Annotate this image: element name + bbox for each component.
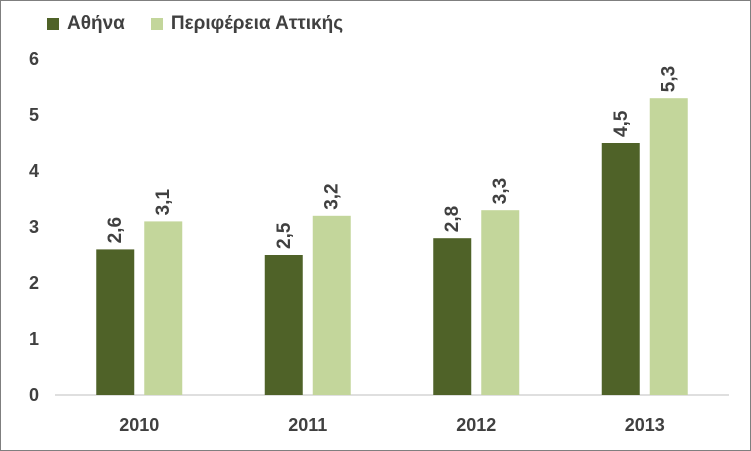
y-tick-label: 0	[29, 385, 39, 405]
data-label: 3,2	[322, 183, 343, 209]
bar-attica-2013	[649, 98, 688, 395]
x-category-label: 2010	[119, 415, 159, 435]
bar-attica-2012	[481, 210, 520, 395]
legend-swatch-athens	[47, 18, 59, 30]
x-category-label: 2013	[625, 415, 665, 435]
legend: Αθήνα Περιφέρεια Αττικής	[47, 13, 343, 35]
legend-label-athens: Αθήνα	[67, 13, 125, 34]
bar-attica-2011	[312, 215, 351, 395]
y-tick-label: 6	[29, 49, 39, 69]
y-tick-label: 4	[29, 161, 39, 181]
data-label: 2,6	[105, 217, 126, 243]
legend-item-athens: Αθήνα	[47, 13, 125, 35]
y-tick-label: 3	[29, 217, 39, 237]
legend-label-attica: Περιφέρεια Αττικής	[170, 13, 344, 34]
data-label: 5,3	[659, 66, 680, 92]
data-label: 2,8	[442, 206, 463, 232]
x-category-label: 2011	[288, 415, 327, 435]
data-label: 3,1	[153, 189, 174, 216]
bar-athens-2013	[601, 143, 640, 395]
x-category-label: 2012	[456, 415, 496, 435]
legend-item-attica: Περιφέρεια Αττικής	[150, 13, 344, 35]
data-label: 2,5	[274, 222, 295, 249]
data-label: 4,5	[611, 110, 632, 137]
y-tick-label: 2	[29, 273, 39, 293]
bar-athens-2010	[96, 249, 135, 395]
bar-athens-2011	[264, 255, 303, 395]
bar-attica-2010	[144, 221, 183, 395]
bar-athens-2012	[433, 238, 472, 395]
legend-swatch-attica	[150, 18, 163, 30]
data-label: 3,3	[490, 178, 511, 204]
y-tick-label: 1	[29, 329, 39, 349]
y-tick-label: 5	[29, 105, 39, 125]
